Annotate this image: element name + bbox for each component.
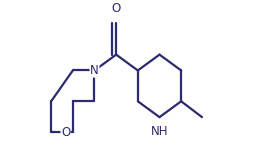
Text: N: N	[90, 64, 99, 77]
Text: O: O	[61, 126, 70, 139]
Text: NH: NH	[151, 125, 168, 138]
Text: O: O	[112, 2, 121, 15]
